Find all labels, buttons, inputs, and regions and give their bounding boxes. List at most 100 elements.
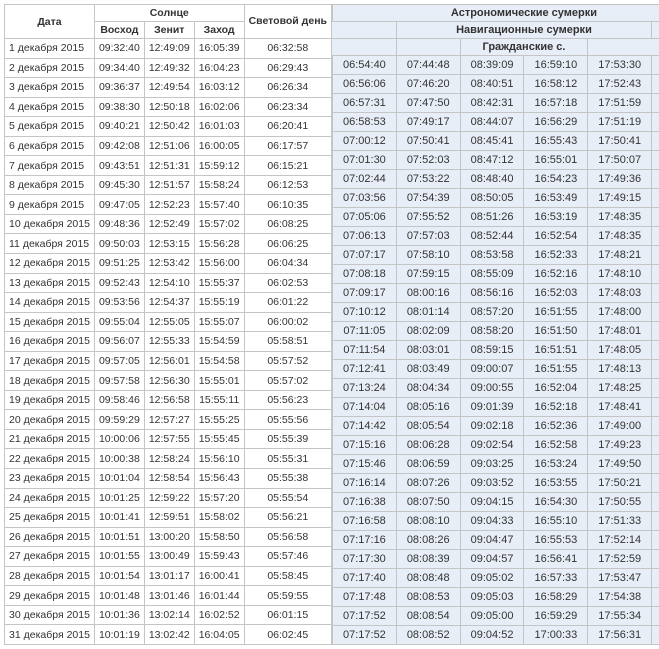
cell: 10:01:41 — [94, 508, 144, 528]
table-row: 07:17:4808:08:5309:05:0316:58:2917:54:38… — [332, 588, 659, 607]
cell: 08:57:20 — [460, 303, 524, 322]
cell: 16:54:23 — [524, 170, 588, 189]
cell: 16:52:33 — [524, 246, 588, 265]
spacer — [652, 22, 659, 39]
cell: 14 декабря 2015 — [5, 293, 95, 313]
cell: 08:08:39 — [396, 550, 460, 569]
cell: 15:58:50 — [194, 527, 244, 547]
cell: 07:09:17 — [332, 284, 396, 303]
cell: 18:39:22 — [652, 360, 659, 379]
cell: 09:03:52 — [460, 474, 524, 493]
table-row: 07:01:3007:52:0308:47:1216:55:0117:50:07… — [332, 151, 659, 170]
cell: 3 декабря 2015 — [5, 78, 95, 98]
table-row: 15 декабря 201509:55:0412:55:0515:55:070… — [5, 312, 332, 332]
cell: 18:39:12 — [652, 341, 659, 360]
cell: 08:03:49 — [396, 360, 460, 379]
cell: 15:59:12 — [194, 156, 244, 176]
cell: 09:43:51 — [94, 156, 144, 176]
cell: 16:59:29 — [524, 607, 588, 626]
cell: 08:53:58 — [460, 246, 524, 265]
table-row: 07:05:0607:55:5208:51:2616:53:1917:48:35… — [332, 208, 659, 227]
cell: 15:58:24 — [194, 175, 244, 195]
cell: 07:55:52 — [396, 208, 460, 227]
cell: 16:52:18 — [524, 398, 588, 417]
cell: 18:47:32 — [652, 626, 659, 645]
cell: 09:59:29 — [94, 410, 144, 430]
cell: 06:54:40 — [332, 56, 396, 75]
table-row: 07:07:1707:58:1008:53:5816:52:3317:48:21… — [332, 246, 659, 265]
table-row: 20 декабря 201509:59:2912:57:2715:55:250… — [5, 410, 332, 430]
cell: 16:53:55 — [524, 474, 588, 493]
cell: 08:45:41 — [460, 132, 524, 151]
cell: 06:02:45 — [244, 625, 331, 645]
cell: 16:52:36 — [524, 417, 588, 436]
cell: 17:51:33 — [588, 512, 652, 531]
cell: 08:55:09 — [460, 265, 524, 284]
cell: 07:59:15 — [396, 265, 460, 284]
table-row: 07:16:1408:07:2609:03:5216:53:5517:50:21… — [332, 474, 659, 493]
table-row: 07:17:4008:08:4809:05:0216:57:3317:53:47… — [332, 569, 659, 588]
cell: 17:50:21 — [588, 474, 652, 493]
spacer — [588, 39, 652, 56]
col-sun-group: Солнце — [94, 5, 244, 22]
cell: 15:57:40 — [194, 195, 244, 215]
cell: 16:05:39 — [194, 39, 244, 59]
cell: 05:56:58 — [244, 527, 331, 547]
table-row: 7 декабря 201509:43:5112:51:3115:59:1206… — [5, 156, 332, 176]
cell: 17:55:34 — [588, 607, 652, 626]
cell: 12:58:24 — [144, 449, 194, 469]
cell: 06:00:02 — [244, 312, 331, 332]
cell: 07:15:16 — [332, 436, 396, 455]
cell: 17:51:19 — [588, 113, 652, 132]
cell: 21 декабря 2015 — [5, 429, 95, 449]
cell: 18:40:12 — [652, 417, 659, 436]
cell: 08:04:34 — [396, 379, 460, 398]
cell: 08:52:44 — [460, 227, 524, 246]
cell: 17:50:55 — [588, 493, 652, 512]
cell: 09:55:04 — [94, 312, 144, 332]
cell: 07:16:38 — [332, 493, 396, 512]
cell: 17:53:30 — [588, 56, 652, 75]
cell: 08:47:12 — [460, 151, 524, 170]
cell: 09:05:02 — [460, 569, 524, 588]
cell: 17:52:59 — [588, 550, 652, 569]
cell: 16:58:12 — [524, 75, 588, 94]
spacer — [396, 39, 460, 56]
table-row: 9 декабря 201509:47:0512:52:2315:57:4006… — [5, 195, 332, 215]
cell: 18:39:14 — [652, 246, 659, 265]
cell: 16:51:55 — [524, 303, 588, 322]
cell: 17:00:33 — [524, 626, 588, 645]
cell: 18:41:03 — [652, 455, 659, 474]
cell: 12:57:55 — [144, 429, 194, 449]
cell: 07:06:13 — [332, 227, 396, 246]
cell: 23 декабря 2015 — [5, 469, 95, 489]
cell: 09:45:30 — [94, 175, 144, 195]
cell: 18:39:07 — [652, 265, 659, 284]
cell: 12:52:49 — [144, 214, 194, 234]
cell: 4 декабря 2015 — [5, 97, 95, 117]
cell: 08:08:10 — [396, 512, 460, 531]
cell: 09:04:33 — [460, 512, 524, 531]
cell: 08:39:09 — [460, 56, 524, 75]
cell: 18:44:54 — [652, 569, 659, 588]
cell: 18:41:11 — [652, 132, 659, 151]
table-row: 6 декабря 201509:42:0812:51:0616:00:0506… — [5, 136, 332, 156]
cell: 17:49:50 — [588, 455, 652, 474]
cell: 15:56:00 — [194, 254, 244, 274]
cell: 09:53:56 — [94, 293, 144, 313]
cell: 17:48:10 — [588, 265, 652, 284]
cell: 08:40:51 — [460, 75, 524, 94]
cell: 16:52:58 — [524, 436, 588, 455]
cell: 07:17:52 — [332, 626, 396, 645]
cell: 11 декабря 2015 — [5, 234, 95, 254]
cell: 12:56:01 — [144, 351, 194, 371]
cell: 07:53:22 — [396, 170, 460, 189]
col-naut: Навигационные сумерки — [396, 22, 651, 39]
cell: 09:57:58 — [94, 371, 144, 391]
table-row: 1 декабря 201509:32:4012:49:0916:05:3906… — [5, 39, 332, 59]
col-date: Дата — [5, 5, 95, 39]
cell: 07:08:18 — [332, 265, 396, 284]
cell: 06:01:15 — [244, 605, 331, 625]
cell: 18 декабря 2015 — [5, 371, 95, 391]
cell: 12:58:54 — [144, 469, 194, 489]
